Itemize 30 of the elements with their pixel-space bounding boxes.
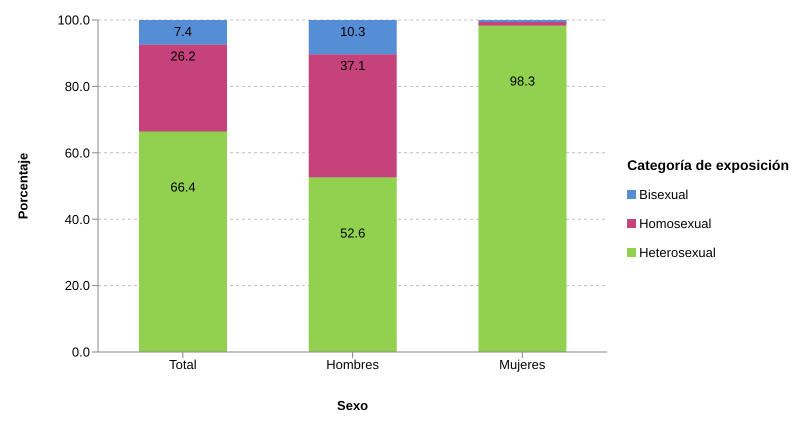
data-label: 7.4	[174, 24, 192, 39]
y-tick-label: 60.0	[64, 145, 90, 160]
x-tick-label: Total	[169, 357, 197, 372]
data-label: 37.1	[340, 58, 366, 74]
y-tick-label: 100.0	[57, 12, 90, 28]
bar	[478, 22, 566, 26]
bar	[139, 20, 227, 45]
bar	[139, 44, 227, 132]
y-tick-label: 0.0	[72, 344, 90, 360]
y-axis-title: Porcentaje	[16, 152, 31, 220]
data-label: 66.4	[170, 180, 196, 195]
bar	[308, 54, 397, 178]
x-tick-label: Hombres	[326, 357, 380, 372]
bar	[308, 177, 397, 352]
y-tick-label: 20.0	[64, 278, 90, 294]
legend-label: Homosexual	[639, 216, 712, 230]
y-tick-label: 80.0	[64, 79, 90, 94]
legend-title: Categoría de exposición	[627, 156, 789, 172]
data-label: 10.3	[340, 24, 366, 39]
data-label: 98.3	[510, 74, 536, 89]
x-axis-title: Sexo	[337, 398, 368, 413]
bar	[139, 132, 227, 352]
legend-label: Bisexual	[639, 186, 688, 202]
x-tick-label: Mujeres	[499, 357, 546, 372]
data-label: 26.2	[170, 48, 196, 64]
bar	[478, 26, 566, 352]
data-label: 52.6	[340, 225, 366, 240]
y-tick-label: 40.0	[64, 212, 90, 227]
legend-label: Heterosexual	[639, 244, 716, 260]
bar	[308, 20, 397, 54]
